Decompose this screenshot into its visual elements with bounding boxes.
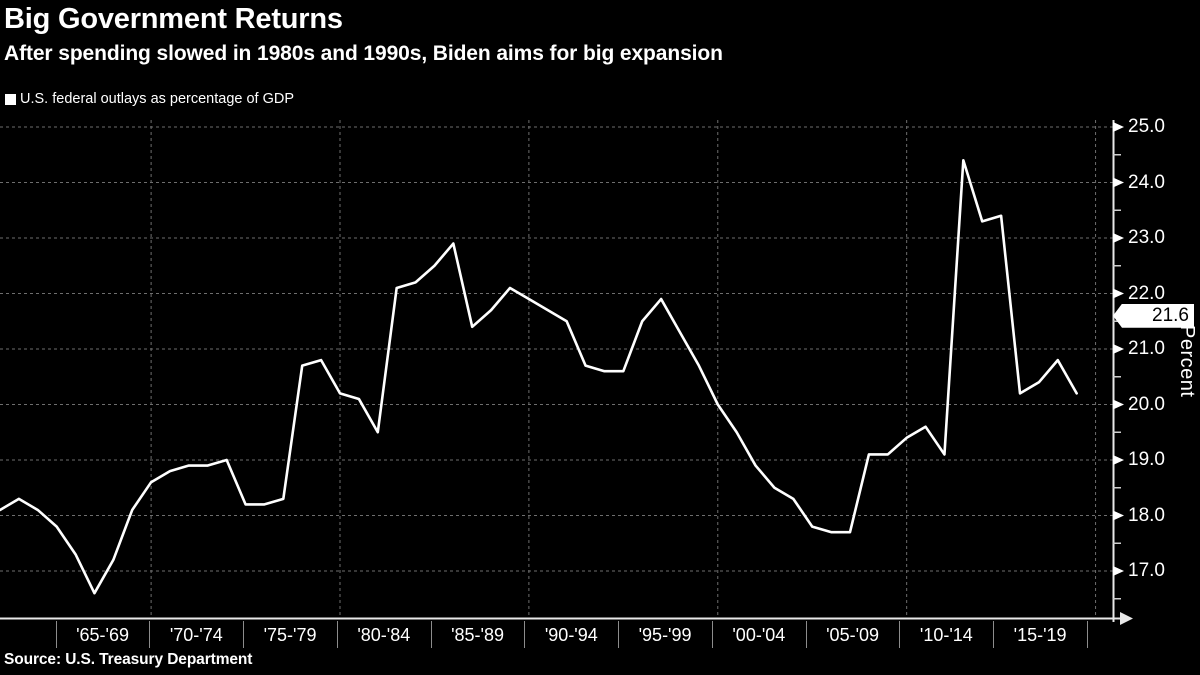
y-axis-tick-label: 25.0: [1128, 116, 1165, 137]
x-axis-tick-label: '90-'94: [544, 625, 598, 645]
y-axis-tick-label: 19.0: [1128, 449, 1165, 470]
x-axis-tick-label: '65-'69: [76, 625, 129, 645]
x-axis-tick-label: '75-'79: [263, 625, 317, 645]
square-marker-icon: [5, 93, 16, 105]
x-axis-band-separator: [524, 621, 526, 648]
y-axis-tick-label: 17.0: [1128, 560, 1165, 581]
x-axis-band-separator: [899, 621, 901, 648]
x-axis-tick-label: '80-'84: [357, 625, 411, 645]
x-axis-band-separator: [149, 621, 151, 648]
x-axis-tick-label: '15-'19: [1013, 625, 1067, 645]
x-axis-band-separator: [711, 621, 713, 648]
x-axis-tick-label: '10-'14: [919, 625, 973, 645]
y-axis-tick-label: 24.0: [1128, 171, 1165, 193]
y-axis-tick-label: 21.0: [1128, 338, 1165, 359]
x-axis-band-separator: [1087, 621, 1088, 648]
x-axis-band-separator: [55, 621, 57, 648]
y-axis-tick-label: 20.0: [1128, 393, 1165, 415]
y-axis-tick-label: 22.0: [1128, 282, 1165, 304]
legend-label: U.S. federal outlays as percentage of GD…: [20, 91, 295, 107]
x-axis-tick-label: '00-'04: [732, 625, 786, 645]
legend: U.S. federal outlays as percentage of GD…: [5, 90, 294, 108]
y-axis-tick-label: 18.0: [1128, 504, 1165, 526]
x-axis-band-separator: [993, 621, 995, 648]
y-axis-title: Percent: [1176, 325, 1198, 398]
x-axis-tick-label: '95-'99: [638, 625, 692, 645]
chart-subtitle: After spending slowed in 1980s and 1990s…: [4, 42, 723, 65]
x-axis-band-separator: [336, 621, 338, 648]
x-axis-band-separator: [243, 621, 245, 648]
chart-title: Big Government Returns: [4, 3, 343, 35]
axis-lines: [0, 120, 1133, 625]
data-line-series: [0, 159, 1078, 595]
source-note: Source: U.S. Treasury Department: [4, 651, 253, 668]
y-axis-tick-label: 23.0: [1128, 227, 1165, 248]
value-callout-badge: 21.6: [1113, 303, 1194, 328]
horizontal-gridlines: [0, 126, 1113, 572]
x-axis-band-separator: [805, 621, 807, 648]
x-axis-band-separator: [430, 621, 432, 648]
x-axis-tick-label: '05-'09: [826, 625, 880, 645]
axis-ticks: [1113, 122, 1124, 600]
x-axis-tick-label: '85-'89: [451, 625, 505, 645]
x-axis-tick-label: '70-'74: [169, 625, 223, 645]
x-axis-band-separator: [618, 621, 620, 648]
vertical-gridlines: [150, 120, 1097, 618]
